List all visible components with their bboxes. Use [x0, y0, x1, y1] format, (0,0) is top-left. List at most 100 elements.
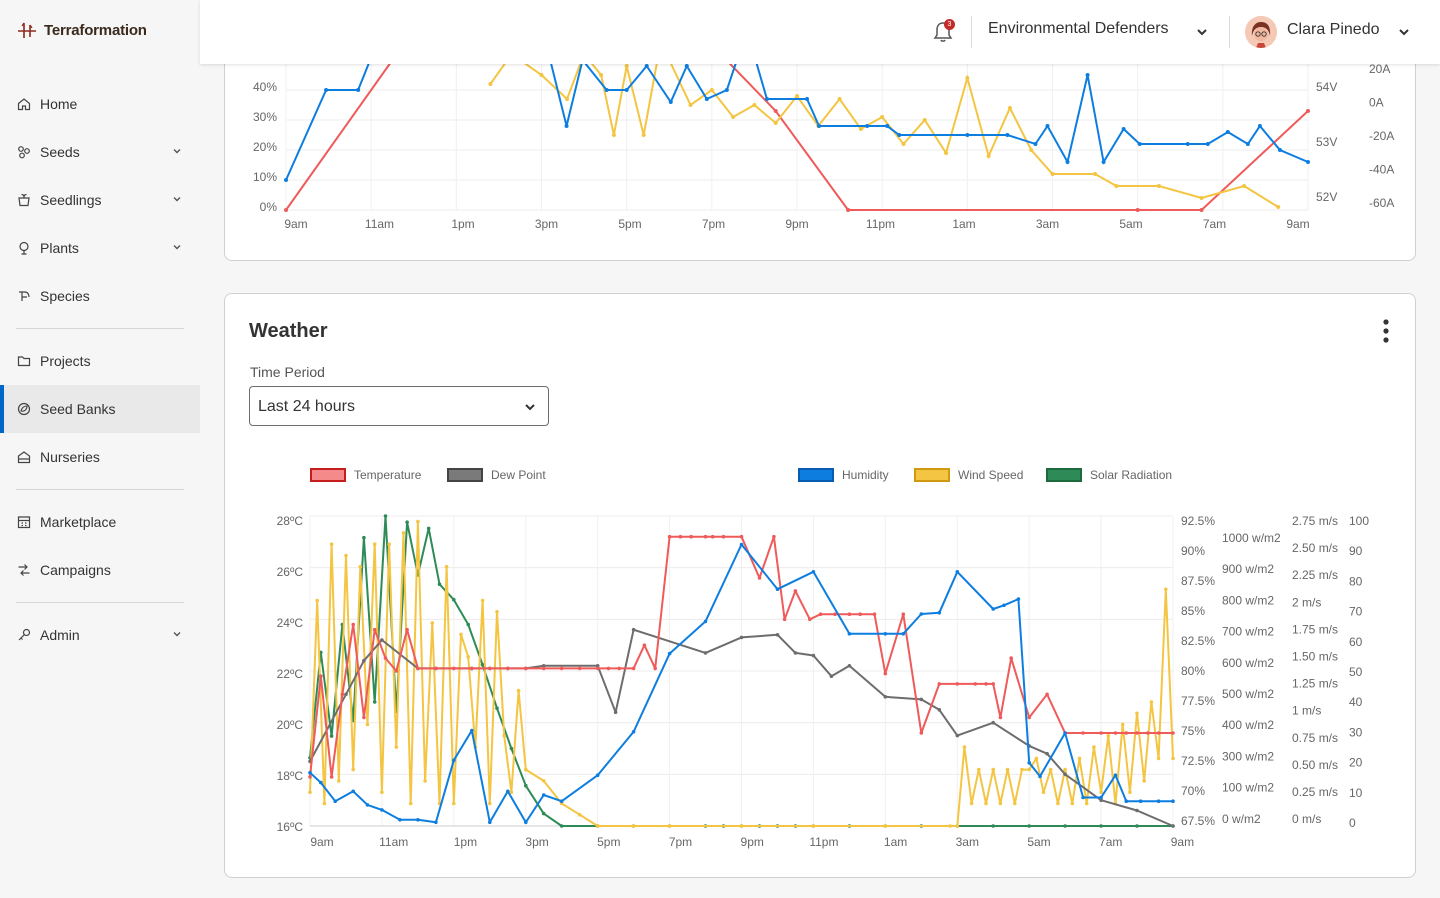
- y-tick-label: 80: [1349, 574, 1363, 588]
- data-point-temperature: [847, 612, 852, 616]
- data-point-solar-radiation: [362, 535, 366, 540]
- sidebar-item-label: Nurseries: [40, 449, 100, 465]
- sidebar-item-label: Projects: [40, 353, 91, 369]
- data-point-wind-speed: [667, 824, 672, 828]
- data-point-solar-radiation: [437, 582, 442, 586]
- data-point: [1277, 148, 1282, 152]
- data-point-temperature: [678, 534, 683, 539]
- y-tick-label: 0 m/s: [1292, 812, 1321, 826]
- data-point-wind-speed: [1020, 767, 1024, 772]
- data-point: [773, 109, 778, 113]
- data-point-humidity: [1081, 795, 1085, 800]
- brand[interactable]: Terraformation: [16, 20, 147, 40]
- seed-bank-icon: [16, 401, 32, 417]
- y-tick-label: 600 w/m2: [1222, 656, 1274, 670]
- data-point-humidity: [739, 542, 744, 547]
- y-tick-label: 1.75 m/s: [1292, 622, 1338, 636]
- y-tick-label: 40%: [253, 80, 277, 94]
- data-point-wind-speed: [577, 812, 582, 817]
- data-point-humidity: [452, 758, 456, 763]
- y-tick-label: 75%: [1181, 724, 1205, 738]
- sidebar-item-label: Species: [40, 288, 90, 304]
- data-point-solar-radiation: [495, 706, 499, 710]
- sidebar-item-projects[interactable]: Projects: [0, 337, 200, 385]
- y-tick-label: 2 m/s: [1292, 595, 1321, 609]
- legend-swatch: [447, 468, 483, 482]
- data-point-humidity: [847, 632, 852, 636]
- data-point-solar-radiation: [703, 824, 708, 828]
- data-point-humidity: [380, 808, 384, 812]
- sidebar-item-seeds[interactable]: Seeds: [0, 128, 200, 176]
- data-point: [724, 88, 729, 92]
- legend-item-temperature[interactable]: Temperature: [310, 468, 421, 482]
- legend-item-humidity[interactable]: Humidity: [798, 468, 889, 482]
- data-point: [1137, 142, 1142, 146]
- data-point-temperature: [488, 666, 492, 671]
- legend-swatch: [798, 468, 834, 482]
- sidebar-item-admin[interactable]: Admin: [0, 611, 200, 659]
- data-point-dew-point: [1045, 751, 1049, 756]
- more-options-icon[interactable]: [1382, 317, 1390, 345]
- data-point-solar-radiation: [883, 824, 888, 828]
- chevron-down-icon[interactable]: [1196, 27, 1208, 37]
- legend-item-dew-point[interactable]: Dew Point: [447, 468, 546, 482]
- data-point-humidity: [1038, 774, 1042, 779]
- y-tick-label: 0.75 m/s: [1292, 731, 1338, 745]
- x-tick-label: 9am: [1286, 217, 1309, 231]
- data-point-temperature: [416, 666, 420, 671]
- sidebar-item-seed-banks[interactable]: Seed Banks: [0, 385, 200, 433]
- data-point-solar-radiation: [757, 824, 762, 828]
- y-tick-label: 10%: [253, 170, 277, 184]
- data-point-solar-radiation: [667, 824, 672, 828]
- sidebar-item-campaigns[interactable]: Campaigns: [0, 546, 200, 594]
- data-point-temperature: [340, 692, 345, 697]
- data-point-solar-radiation: [811, 824, 816, 828]
- data-point-humidity: [595, 773, 600, 777]
- data-point-wind-speed: [1142, 779, 1146, 783]
- data-point-solar-radiation: [509, 746, 514, 751]
- data-point-temperature: [973, 682, 977, 686]
- data-point: [1085, 73, 1090, 77]
- y-tick-label: 40: [1349, 695, 1363, 709]
- seedlings-icon: [16, 192, 32, 208]
- data-point-temperature: [1156, 731, 1161, 735]
- data-point-dew-point: [703, 651, 708, 655]
- sidebar-item-marketplace[interactable]: Marketplace: [0, 498, 200, 546]
- data-point-wind-speed: [1113, 801, 1118, 806]
- data-point-dew-point: [739, 635, 744, 640]
- data-point-temperature: [721, 534, 726, 539]
- sidebar-item-label: Plants: [40, 240, 79, 256]
- data-point-temperature: [984, 682, 988, 686]
- legend-item-wind-speed[interactable]: Wind Speed: [914, 468, 1023, 482]
- x-tick-label: 9pm: [785, 217, 808, 231]
- legend-item-solar-radiation[interactable]: Solar Radiation: [1046, 468, 1172, 482]
- sidebar-item-nurseries[interactable]: Nurseries: [0, 433, 200, 481]
- data-point-temperature: [833, 612, 837, 616]
- x-tick-label: 9am: [284, 217, 307, 231]
- organization-selector[interactable]: Environmental Defenders: [988, 20, 1169, 37]
- data-point: [709, 88, 714, 92]
- sidebar-item-home[interactable]: Home: [0, 80, 200, 128]
- y-tick-label: 1 m/s: [1292, 704, 1321, 718]
- data-point-wind-speed: [344, 553, 348, 558]
- data-point-solar-radiation: [524, 783, 528, 788]
- sidebar-item-plants[interactable]: Plants: [0, 224, 200, 272]
- data-point: [897, 133, 902, 137]
- avatar[interactable]: [1245, 16, 1277, 48]
- data-point: [668, 100, 673, 104]
- time-period-select[interactable]: Last 24 hours: [249, 386, 549, 426]
- y-tick-label: 50: [1349, 665, 1363, 679]
- chevron-down-icon[interactable]: [1398, 27, 1410, 37]
- data-point: [1257, 124, 1262, 128]
- data-point-wind-speed: [480, 598, 485, 603]
- sidebar-item-seedlings[interactable]: Seedlings: [0, 176, 200, 224]
- data-point-solar-radiation: [329, 734, 334, 738]
- data-point-wind-speed: [955, 824, 960, 828]
- sidebar-item-label: Seedlings: [40, 192, 102, 208]
- data-point-dew-point: [506, 666, 510, 671]
- user-name[interactable]: Clara Pinedo: [1287, 21, 1380, 38]
- data-point-wind-speed: [387, 542, 391, 546]
- data-point-wind-speed: [524, 767, 528, 772]
- sidebar-item-species[interactable]: Species: [0, 272, 200, 320]
- y-tick-label: 10: [1349, 786, 1363, 800]
